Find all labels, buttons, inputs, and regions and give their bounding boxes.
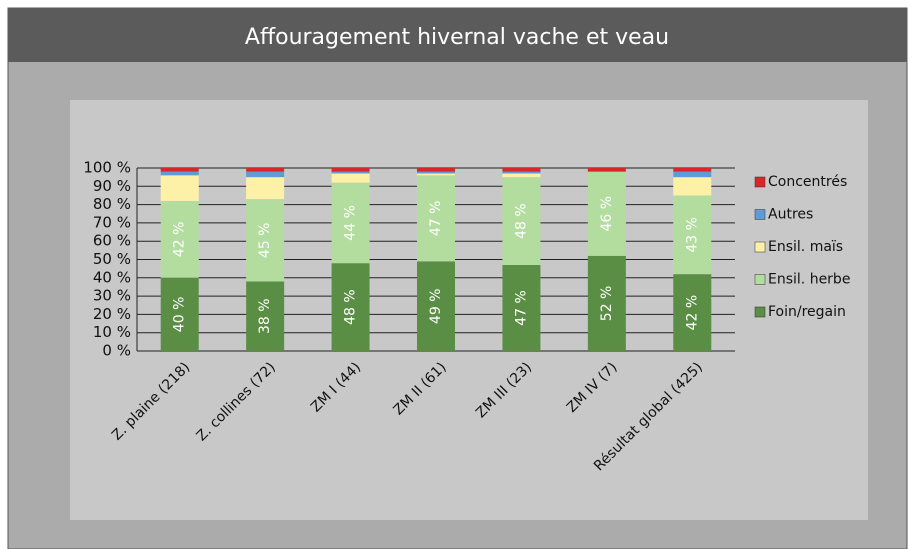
value-label: 38 % bbox=[257, 298, 273, 334]
bar-segment bbox=[331, 173, 370, 183]
legend-swatch bbox=[754, 176, 766, 188]
y-tick-label: 80 % bbox=[93, 195, 131, 213]
header bbox=[8, 8, 907, 62]
value-label: 47 % bbox=[513, 290, 529, 326]
bar-segment bbox=[417, 175, 455, 262]
bar-segment bbox=[246, 199, 285, 282]
bar-segment bbox=[160, 277, 199, 351]
bar-segment bbox=[331, 182, 370, 264]
bar-segment bbox=[331, 171, 370, 174]
value-label: 46 % bbox=[599, 196, 615, 232]
bar-segment bbox=[673, 171, 712, 178]
legend-swatch bbox=[754, 274, 766, 285]
bar-segment bbox=[587, 171, 626, 256]
y-tick-label: 30 % bbox=[93, 287, 131, 305]
bar-segment bbox=[587, 168, 626, 172]
bar-segment bbox=[417, 261, 455, 351]
value-label: 40 % bbox=[172, 297, 188, 333]
y-tick-label: 60 % bbox=[93, 232, 131, 250]
bar-segment bbox=[417, 173, 455, 176]
bar-segment bbox=[502, 173, 541, 178]
bar-segment bbox=[502, 171, 541, 174]
bar-segment bbox=[160, 200, 199, 278]
bar-segment bbox=[160, 171, 199, 176]
y-tick-label: 100 % bbox=[83, 159, 131, 177]
legend-label: Foin/regain bbox=[768, 304, 846, 320]
bar-segment bbox=[331, 263, 370, 351]
bar-segment bbox=[331, 168, 370, 172]
bar-segment bbox=[160, 175, 199, 201]
bar-segment bbox=[417, 168, 455, 172]
value-label: 48 % bbox=[513, 203, 529, 239]
legend-label: Ensil. maïs bbox=[768, 239, 843, 255]
bar-segment bbox=[502, 177, 541, 265]
value-label: 49 % bbox=[428, 288, 444, 324]
value-label: 44 % bbox=[343, 205, 359, 241]
bar-segment bbox=[246, 168, 285, 172]
legend-swatch bbox=[754, 241, 766, 253]
chart-panel bbox=[70, 100, 868, 520]
bar-segment bbox=[673, 168, 712, 172]
bar-segment bbox=[673, 177, 712, 196]
value-label: 42 % bbox=[172, 222, 188, 258]
value-label: 48 % bbox=[343, 289, 359, 325]
y-tick-label: 20 % bbox=[93, 305, 131, 323]
legend-label: Autres bbox=[768, 207, 813, 223]
bar-segment bbox=[502, 168, 541, 172]
legend-swatch bbox=[754, 209, 766, 220]
bar-segment bbox=[246, 177, 285, 200]
y-tick-label: 90 % bbox=[93, 177, 131, 195]
bar-segment bbox=[502, 264, 541, 351]
value-label: 47 % bbox=[428, 201, 444, 237]
y-tick-label: 40 % bbox=[93, 268, 131, 286]
bar-segment bbox=[417, 171, 455, 174]
bar-segment bbox=[160, 168, 199, 172]
legend-label: Ensil. herbe bbox=[768, 272, 850, 288]
y-tick-label: 10 % bbox=[93, 323, 131, 341]
y-tick-label: 70 % bbox=[93, 213, 131, 231]
chart-title: Affouragement hivernal vache et veau bbox=[245, 25, 669, 50]
value-label: 45 % bbox=[257, 222, 273, 258]
bar-segment bbox=[673, 274, 712, 351]
value-label: 52 % bbox=[599, 286, 615, 322]
bar-segment bbox=[246, 281, 285, 351]
bar-segment bbox=[587, 255, 626, 351]
legend-swatch bbox=[754, 306, 766, 318]
bar-segment bbox=[673, 195, 712, 275]
y-tick-label: 50 % bbox=[93, 250, 131, 268]
y-tick-label: 0 % bbox=[102, 342, 131, 360]
legend-label: Concentrés bbox=[768, 174, 847, 190]
bar-segment bbox=[246, 171, 285, 178]
value-label: 42 % bbox=[684, 295, 700, 331]
value-label: 43 % bbox=[684, 217, 700, 253]
